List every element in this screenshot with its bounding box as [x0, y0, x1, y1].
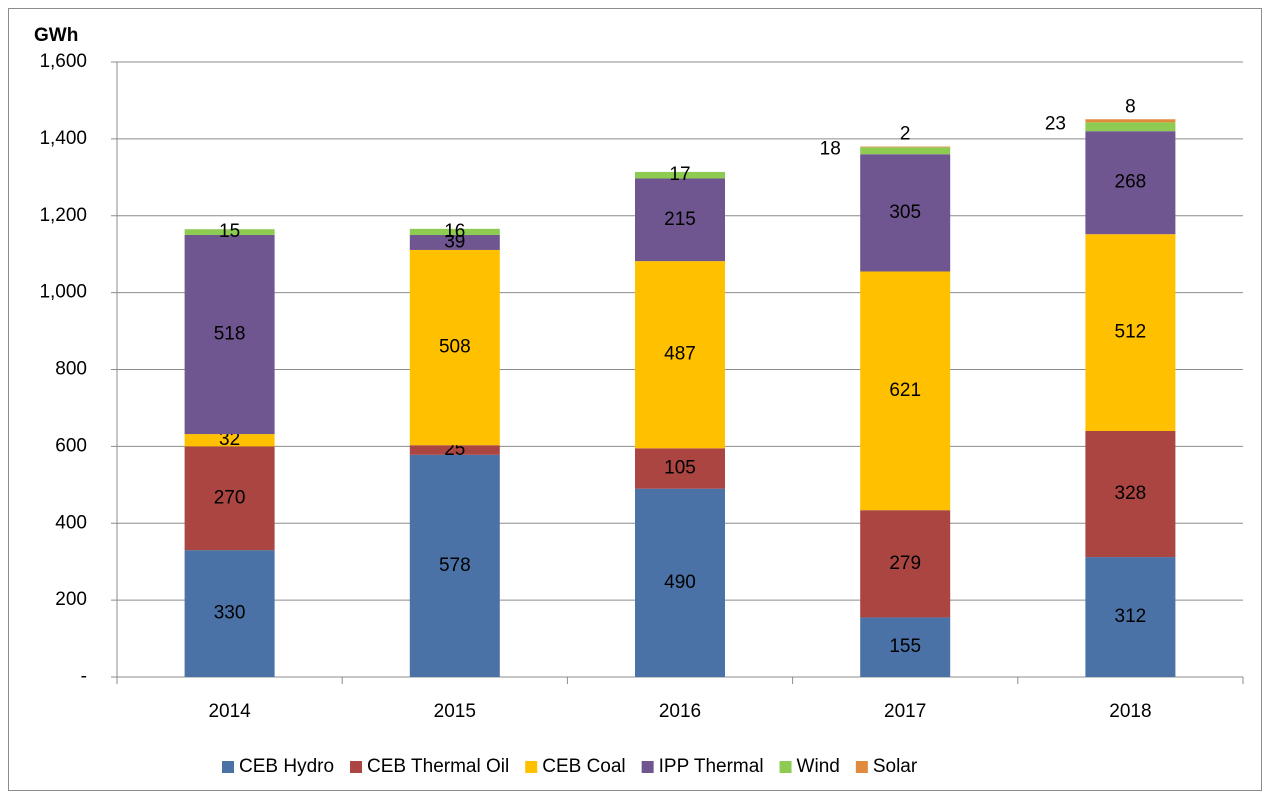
- data-label: 490: [664, 572, 696, 593]
- y-tick-label: 200: [55, 589, 87, 610]
- bar-segment: [1085, 119, 1176, 123]
- y-tick-label: 1,400: [39, 128, 87, 149]
- x-tick-label: 2018: [1109, 701, 1151, 722]
- data-label: 8: [1125, 96, 1136, 117]
- bar-segment: [184, 446, 275, 551]
- data-label: 621: [889, 380, 921, 401]
- data-label: 2: [900, 124, 911, 145]
- bar-segment: [184, 550, 275, 677]
- bar-segment: [409, 249, 500, 446]
- bar-segment: [409, 228, 500, 235]
- bar-segment: [635, 261, 725, 449]
- legend-label: CEB Hydro: [239, 756, 334, 777]
- data-label: 508: [439, 337, 471, 358]
- bar-segment: [635, 171, 725, 179]
- legend-label: IPP Thermal: [659, 756, 764, 777]
- data-label: 18: [820, 138, 841, 159]
- data-label: 215: [664, 209, 696, 230]
- bar-segment: [1085, 122, 1176, 132]
- bar-segment: [184, 234, 275, 435]
- bar-segment: [860, 146, 951, 148]
- legend-swatch: [222, 761, 234, 773]
- bar-segment: [860, 154, 951, 272]
- x-tick-label: 2014: [208, 701, 251, 722]
- data-label: 17: [669, 164, 690, 185]
- bar-segment: [1085, 557, 1176, 677]
- data-label: 270: [214, 487, 246, 508]
- bar-segment: [1085, 131, 1176, 235]
- legend-label: Solar: [873, 756, 918, 777]
- bar-segment: [860, 510, 951, 618]
- data-label: 268: [1115, 172, 1147, 193]
- data-label: 518: [214, 324, 246, 345]
- legend-swatch: [855, 761, 868, 773]
- bar-segment: [860, 617, 951, 677]
- data-label: 32: [219, 429, 240, 450]
- bar-segment: [860, 271, 951, 511]
- data-label: 487: [664, 344, 696, 365]
- bar-segment: [409, 445, 500, 455]
- bar-segment: [635, 488, 725, 677]
- data-label: 279: [889, 553, 921, 574]
- legend-swatch: [641, 761, 654, 773]
- x-tick-label: 2016: [659, 701, 701, 722]
- bar-segment: [635, 448, 725, 489]
- data-label: 16: [444, 221, 465, 242]
- bar-segment: [409, 454, 500, 677]
- data-label: 39: [444, 231, 465, 252]
- data-label: 305: [889, 202, 921, 223]
- y-tick-label: 800: [55, 359, 87, 380]
- y-axis-label: GWh: [34, 25, 78, 46]
- legend-swatch: [779, 761, 792, 773]
- y-tick-label: 600: [55, 435, 87, 456]
- legend-label: Wind: [797, 756, 840, 777]
- bar-segment: [184, 434, 275, 447]
- data-label: 155: [889, 636, 921, 657]
- data-label: 15: [219, 221, 240, 242]
- bar-segment: [860, 147, 951, 155]
- bar-segment: [184, 229, 275, 235]
- data-label: 105: [664, 457, 696, 478]
- bar-segment: [1085, 431, 1176, 558]
- legend-swatch: [525, 761, 538, 773]
- y-tick-label: 400: [55, 512, 87, 533]
- data-label: 328: [1115, 483, 1147, 504]
- bar-segment: [1085, 234, 1176, 431]
- y-tick-label: 1,600: [39, 51, 87, 72]
- legend-label: CEB Thermal Oil: [367, 756, 509, 777]
- bar-segment: [409, 234, 500, 250]
- data-label: 312: [1115, 606, 1147, 627]
- y-tick-label: 1,200: [39, 205, 87, 226]
- data-label: 578: [439, 555, 471, 576]
- bar-segment: [635, 178, 725, 262]
- data-label: 23: [1045, 113, 1066, 134]
- data-label: 512: [1115, 322, 1147, 343]
- y-tick-label: 1,000: [39, 282, 87, 303]
- legend-label: CEB Coal: [542, 756, 625, 777]
- x-tick-label: 2015: [434, 701, 476, 722]
- legend-swatch: [350, 761, 363, 773]
- data-label: 330: [214, 603, 246, 624]
- y-tick-label: -: [81, 666, 87, 687]
- x-tick-label: 2017: [884, 701, 926, 722]
